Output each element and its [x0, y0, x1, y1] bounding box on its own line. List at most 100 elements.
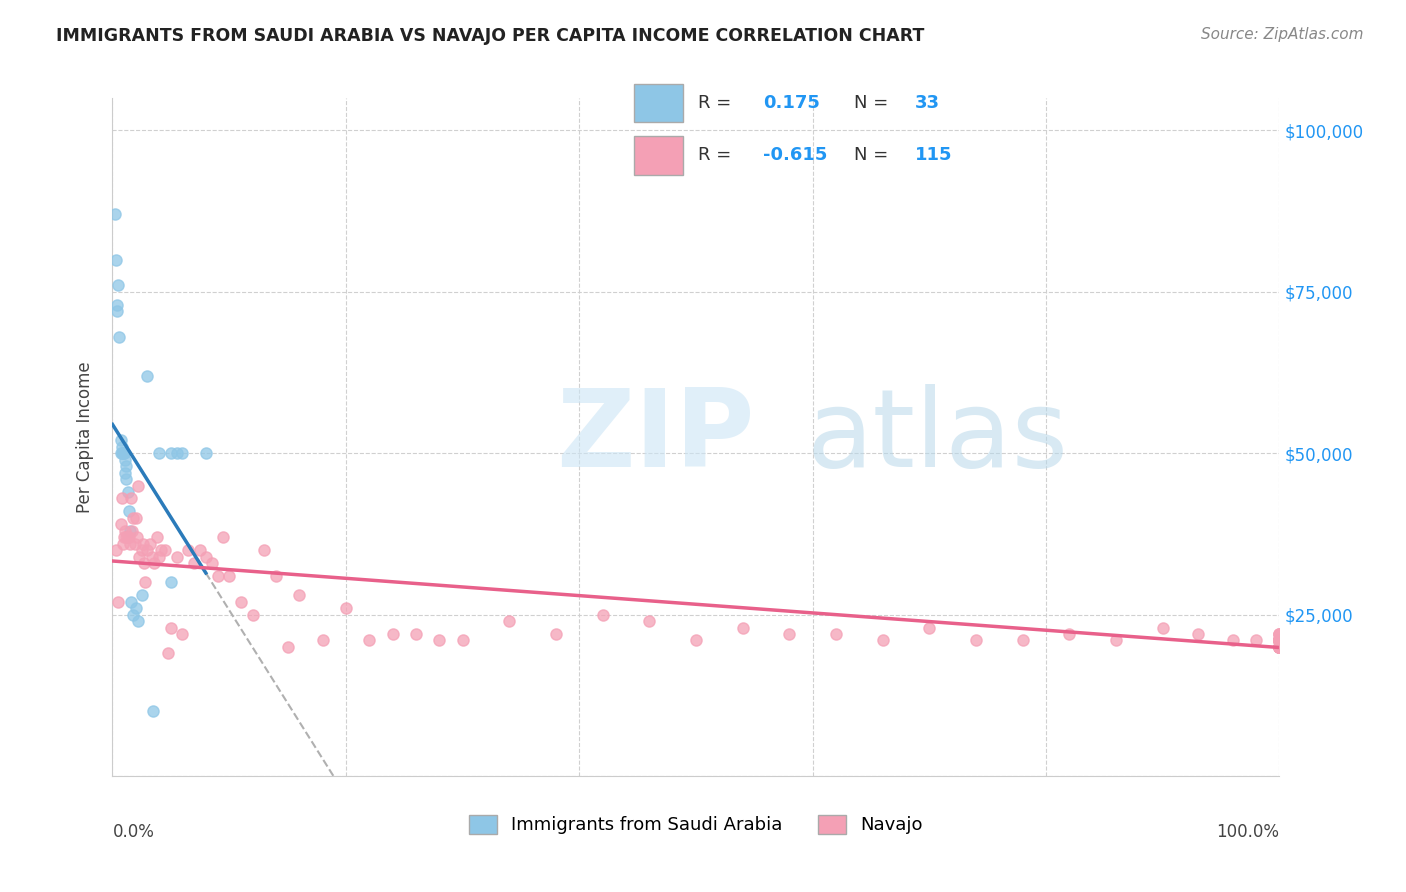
Point: [115, 459, 138, 474]
Point: [778, 627, 800, 641]
Point: [1011, 633, 1033, 648]
Point: [160, 446, 183, 460]
Point: [131, 543, 153, 558]
Point: [1268, 633, 1291, 648]
Point: [115, 530, 138, 544]
Point: [872, 633, 894, 648]
Point: [112, 446, 135, 460]
Point: [105, 304, 128, 318]
Point: [544, 627, 567, 641]
Point: [1268, 640, 1291, 654]
Point: [1268, 633, 1291, 648]
Point: [1268, 633, 1291, 648]
Point: [1268, 633, 1291, 648]
Point: [120, 595, 142, 609]
Point: [121, 524, 143, 538]
Point: [1268, 633, 1291, 648]
Point: [172, 627, 194, 641]
Y-axis label: Per Capita Income: Per Capita Income: [76, 361, 94, 513]
Point: [112, 530, 135, 544]
Point: [1268, 633, 1291, 648]
Point: [194, 549, 217, 564]
Point: [1268, 640, 1291, 654]
Point: [1268, 627, 1291, 641]
Point: [166, 549, 188, 564]
Text: N =: N =: [853, 146, 894, 164]
Point: [118, 530, 141, 544]
Point: [118, 536, 141, 550]
Point: [107, 595, 129, 609]
Point: [1268, 640, 1291, 654]
Point: [405, 627, 427, 641]
Point: [1268, 633, 1291, 648]
Point: [1268, 633, 1291, 648]
Point: [1268, 640, 1291, 654]
Point: [1268, 640, 1291, 654]
Point: [104, 207, 127, 221]
Point: [1268, 633, 1291, 648]
Point: [207, 569, 229, 583]
Point: [1268, 633, 1291, 648]
Point: [1268, 633, 1291, 648]
FancyBboxPatch shape: [634, 84, 683, 122]
Point: [131, 588, 153, 602]
Point: [110, 434, 132, 448]
Point: [1268, 640, 1291, 654]
Point: [118, 504, 141, 518]
Text: R =: R =: [699, 146, 737, 164]
Point: [1268, 640, 1291, 654]
Point: [212, 530, 235, 544]
Point: [264, 569, 287, 583]
Point: [188, 543, 211, 558]
Point: [132, 536, 155, 550]
Point: [1268, 633, 1291, 648]
Text: R =: R =: [699, 95, 737, 112]
Point: [427, 633, 450, 648]
Point: [148, 446, 170, 460]
Point: [1268, 633, 1291, 648]
Point: [1222, 633, 1244, 648]
FancyBboxPatch shape: [634, 136, 683, 175]
Point: [451, 633, 474, 648]
Point: [104, 543, 127, 558]
Point: [110, 446, 132, 460]
Point: [1268, 633, 1291, 648]
Point: [242, 607, 264, 622]
Point: [136, 368, 159, 383]
Point: [1268, 633, 1291, 648]
Text: IMMIGRANTS FROM SAUDI ARABIA VS NAVAJO PER CAPITA INCOME CORRELATION CHART: IMMIGRANTS FROM SAUDI ARABIA VS NAVAJO P…: [56, 27, 925, 45]
Point: [218, 569, 240, 583]
Text: 115: 115: [915, 146, 952, 164]
Point: [115, 472, 138, 486]
Point: [1268, 633, 1291, 648]
Point: [1105, 633, 1128, 648]
Point: [918, 621, 941, 635]
Point: [153, 543, 176, 558]
Point: [107, 278, 129, 293]
Point: [125, 601, 148, 615]
Point: [114, 452, 136, 467]
Text: N =: N =: [853, 95, 894, 112]
Text: atlas: atlas: [807, 384, 1069, 490]
Point: [117, 530, 139, 544]
Legend: Immigrants from Saudi Arabia, Navajo: Immigrants from Saudi Arabia, Navajo: [463, 808, 929, 841]
Text: ZIP: ZIP: [555, 384, 755, 490]
Point: [1152, 621, 1174, 635]
Point: [1268, 633, 1291, 648]
Text: 0.0%: 0.0%: [112, 823, 155, 841]
Point: [825, 627, 848, 641]
Point: [127, 614, 149, 628]
Point: [128, 549, 150, 564]
Point: [1268, 633, 1291, 648]
Point: [143, 556, 166, 570]
Point: [1268, 633, 1291, 648]
Point: [142, 705, 165, 719]
Point: [111, 446, 134, 460]
Point: [111, 536, 134, 550]
Point: [117, 485, 139, 500]
Point: [311, 633, 333, 648]
Text: Source: ZipAtlas.com: Source: ZipAtlas.com: [1201, 27, 1364, 42]
Point: [1268, 633, 1291, 648]
Point: [136, 543, 159, 558]
Point: [638, 614, 661, 628]
